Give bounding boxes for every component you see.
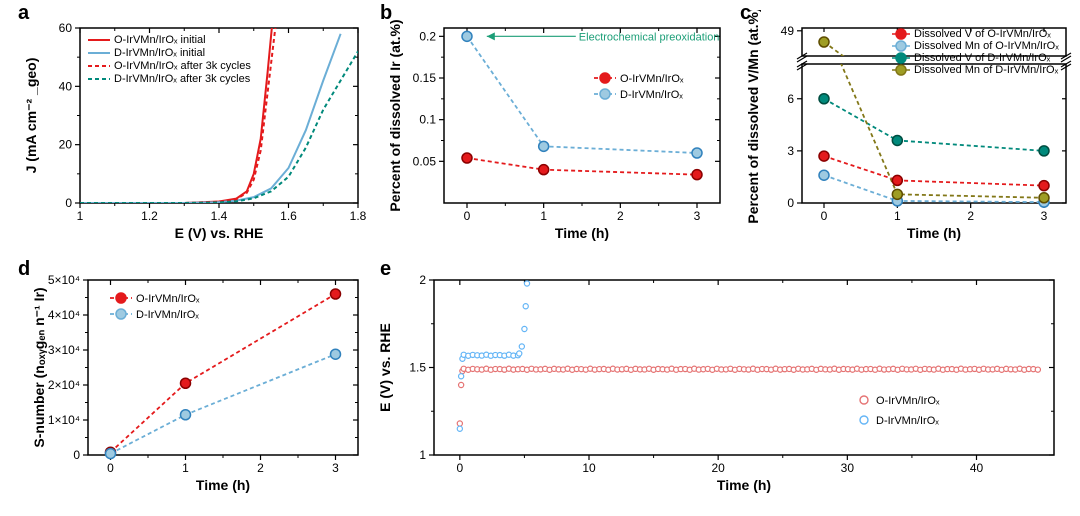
svg-text:1.2: 1.2	[141, 209, 158, 223]
svg-text:49: 49	[781, 24, 795, 38]
chart-d: 0 1 2 3 0 1×10⁴ 2×10⁴ 3×10⁴ 4×10⁴ 5×10⁴ Time (h) S-…	[10, 262, 370, 508]
svg-text:30: 30	[841, 461, 855, 475]
svg-text:3: 3	[332, 461, 339, 475]
svg-text:10: 10	[582, 461, 596, 475]
svg-text:2×10⁴: 2×10⁴	[48, 378, 80, 392]
svg-text:3: 3	[694, 209, 701, 223]
svg-text:Dissolved V of O-IrVMn/IrOₓ: Dissolved V of O-IrVMn/IrOₓ	[914, 28, 1051, 40]
svg-text:O-IrVMn/IrOₓ initial: O-IrVMn/IrOₓ initial	[114, 34, 206, 46]
svg-text:1.6: 1.6	[280, 209, 297, 223]
svg-text:D-IrVMn/IrOₓ initial: D-IrVMn/IrOₓ initial	[114, 47, 205, 59]
svg-text:3: 3	[1041, 209, 1048, 223]
svg-text:0: 0	[456, 461, 463, 475]
svg-text:0.2: 0.2	[419, 29, 436, 43]
svg-text:0: 0	[73, 448, 80, 462]
svg-text:Time (h): Time (h)	[196, 477, 250, 493]
svg-text:D-IrVMn/IrOₓ: D-IrVMn/IrOₓ	[136, 309, 199, 321]
chart-e: 0 10 20 30 40 1 1.5 2 Time (h) E (V) vs. RHE O-IrV…	[372, 262, 1072, 508]
svg-text:1: 1	[419, 448, 426, 462]
svg-text:E (V) vs. RHE: E (V) vs. RHE	[377, 323, 393, 412]
svg-text:2: 2	[419, 273, 426, 287]
chart-a: 1 1.2 1.4 1.6 1.8 0 20 40 60 E (V) vs. RHE J (mA c…	[10, 10, 370, 256]
svg-text:1: 1	[182, 461, 189, 475]
svg-text:1: 1	[894, 209, 901, 223]
svg-text:2: 2	[967, 209, 974, 223]
svg-text:Dissolved Mn of O-IrVMn/IrOₓ: Dissolved Mn of O-IrVMn/IrOₓ	[914, 40, 1059, 52]
svg-text:6: 6	[787, 92, 794, 106]
svg-text:E (V) vs. RHE: E (V) vs. RHE	[175, 225, 264, 241]
svg-text:D-IrVMn/IrOₓ: D-IrVMn/IrOₓ	[620, 89, 683, 101]
svg-text:4×10⁴: 4×10⁴	[48, 308, 80, 322]
svg-text:1.4: 1.4	[211, 209, 228, 223]
svg-text:1: 1	[540, 209, 547, 223]
svg-text:Percent of dissolved Ir (at.%): Percent of dissolved Ir (at.%)	[387, 19, 403, 211]
svg-text:Time (h): Time (h)	[555, 225, 609, 241]
svg-text:O-IrVMn/IrOₓ: O-IrVMn/IrOₓ	[136, 293, 200, 305]
chart-b: 0 1 2 3 0.05 0.1 0.15 0.2 Time (h) Percent of dis…	[372, 10, 732, 256]
svg-text:Dissolved V of D-IrVMn/IrOₓ: Dissolved V of D-IrVMn/IrOₓ	[914, 52, 1051, 64]
svg-text:Dissolved Mn of D-IrVMn/IrOₓ: Dissolved Mn of D-IrVMn/IrOₓ	[914, 64, 1059, 76]
svg-text:Percent of dissolved V/Mn (at.: Percent of dissolved V/Mn (at.%)	[745, 10, 761, 224]
svg-text:40: 40	[970, 461, 984, 475]
svg-text:0: 0	[787, 196, 794, 210]
svg-text:1.5: 1.5	[409, 361, 426, 375]
svg-text:3×10⁴: 3×10⁴	[48, 343, 80, 357]
svg-text:O-IrVMn/IrOₓ: O-IrVMn/IrOₓ	[876, 395, 940, 407]
svg-text:0: 0	[107, 461, 114, 475]
svg-text:Time (h): Time (h)	[907, 225, 961, 241]
svg-text:0: 0	[464, 209, 471, 223]
svg-text:20: 20	[59, 138, 73, 152]
svg-text:0.05: 0.05	[413, 154, 437, 168]
svg-text:20: 20	[711, 461, 725, 475]
svg-text:0.1: 0.1	[419, 113, 436, 127]
svg-text:3: 3	[787, 144, 794, 158]
svg-text:O-IrVMn/IrOₓ: O-IrVMn/IrOₓ	[620, 73, 684, 85]
svg-text:0.15: 0.15	[413, 71, 437, 85]
svg-text:1: 1	[77, 209, 84, 223]
svg-text:Electrochemical preoxidation: Electrochemical preoxidation	[579, 31, 720, 43]
chart-c: 0 1 2 3 0 3 6 49 Time (h) Percent of dissolved V/…	[732, 10, 1078, 256]
svg-text:0: 0	[821, 209, 828, 223]
svg-text:1.8: 1.8	[350, 209, 367, 223]
svg-text:60: 60	[59, 21, 73, 35]
svg-text:D-IrVMn/IrOₓ after 3k cycles: D-IrVMn/IrOₓ after 3k cycles	[114, 73, 251, 85]
svg-text:J (mA cm⁻² _geo): J (mA cm⁻² _geo)	[23, 58, 39, 174]
svg-text:1×10⁴: 1×10⁴	[48, 413, 80, 427]
svg-text:0: 0	[65, 196, 72, 210]
svg-text:40: 40	[59, 79, 73, 93]
svg-text:2: 2	[617, 209, 624, 223]
svg-text:Time (h): Time (h)	[717, 477, 771, 493]
svg-text:D-IrVMn/IrOₓ: D-IrVMn/IrOₓ	[876, 415, 939, 427]
svg-text:O-IrVMn/IrOₓ after 3k cycles: O-IrVMn/IrOₓ after 3k cycles	[114, 60, 251, 72]
svg-text:2: 2	[257, 461, 264, 475]
svg-text:5×10⁴: 5×10⁴	[48, 273, 80, 287]
svg-text:S-number (nₒₓᵧgₑₙ n⁻¹ Ir): S-number (nₒₓᵧgₑₙ n⁻¹ Ir)	[31, 287, 47, 447]
